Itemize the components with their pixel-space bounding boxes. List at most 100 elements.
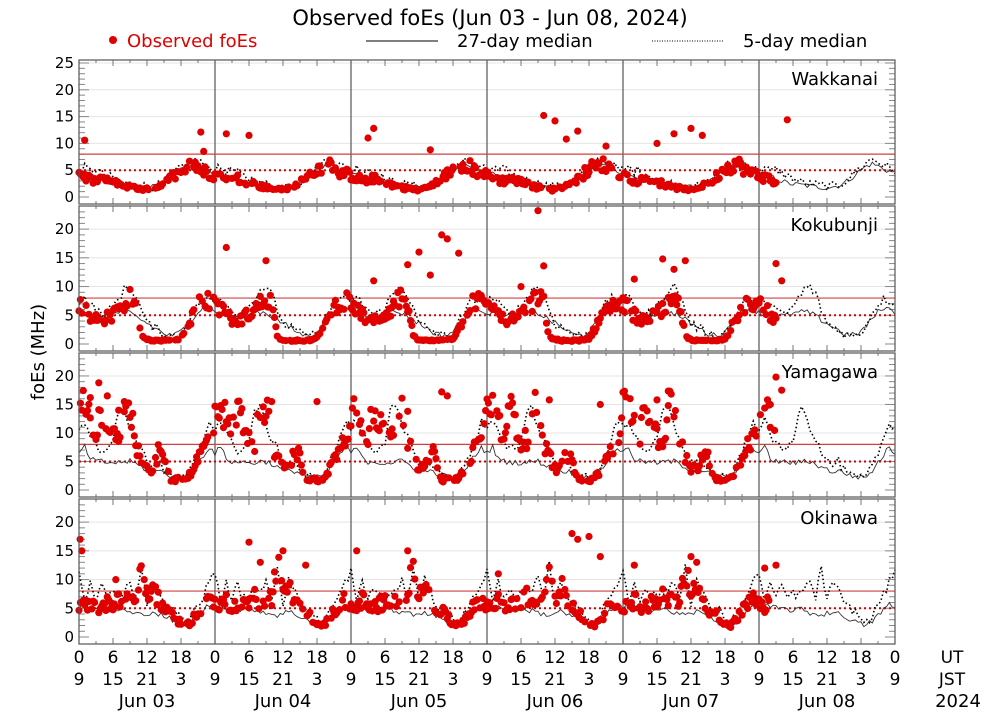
observed-point xyxy=(513,595,521,603)
observed-point xyxy=(224,420,232,428)
observed-point xyxy=(661,434,670,442)
x-tick-jst: 15 xyxy=(102,670,124,690)
observed-point xyxy=(772,260,780,268)
observed-point xyxy=(473,596,481,604)
observed-point xyxy=(687,553,695,561)
observed-point xyxy=(91,598,99,607)
x-tick-jst: 21 xyxy=(272,670,294,690)
observed-point xyxy=(541,588,549,596)
y-tick-label: 5 xyxy=(64,599,74,617)
observed-point xyxy=(643,407,651,415)
x-tick-jst: 3 xyxy=(312,670,323,690)
observed-point xyxy=(609,450,617,458)
x-tick-ut: 12 xyxy=(136,648,158,668)
observed-point xyxy=(632,591,640,599)
observed-point xyxy=(202,168,211,176)
observed-point xyxy=(561,449,569,457)
observed-point xyxy=(762,311,770,319)
observed-point xyxy=(317,169,325,177)
observed-point xyxy=(261,297,269,305)
observed-point xyxy=(348,404,356,412)
x-tick-jst: 9 xyxy=(346,670,357,690)
observed-point xyxy=(262,257,270,265)
observed-point xyxy=(229,413,237,421)
observed-point xyxy=(616,430,624,438)
observed-point xyxy=(734,617,742,625)
observed-point xyxy=(265,407,273,415)
observed-point xyxy=(729,167,738,175)
station-label: Yamagawa xyxy=(781,362,878,383)
observed-point xyxy=(470,606,478,614)
observed-point xyxy=(204,289,212,297)
observed-point xyxy=(542,440,551,448)
observed-point xyxy=(251,447,259,456)
observed-point xyxy=(762,606,770,614)
x-tick-ut: 12 xyxy=(544,648,566,668)
x-tick-ut: 18 xyxy=(714,648,736,668)
observed-point xyxy=(653,308,661,316)
observed-point xyxy=(194,458,202,466)
year-label: 2024 xyxy=(935,691,981,712)
panel-frame xyxy=(78,498,896,645)
observed-point xyxy=(620,608,629,616)
y-tick-label: 5 xyxy=(64,306,74,324)
observed-point xyxy=(350,395,358,403)
observed-point xyxy=(763,302,772,310)
observed-point xyxy=(630,561,638,569)
observed-point xyxy=(286,579,294,587)
observed-point xyxy=(622,597,630,606)
observed-point xyxy=(521,426,529,434)
day-label: Jun 05 xyxy=(390,691,448,712)
observed-point xyxy=(477,434,485,442)
observed-point xyxy=(663,416,671,424)
x-tick-ut: 18 xyxy=(170,648,192,668)
observed-point xyxy=(412,455,420,463)
observed-point xyxy=(256,292,264,300)
observed-point xyxy=(222,130,230,138)
observed-point xyxy=(85,310,93,318)
observed-point xyxy=(283,588,291,596)
observed-point xyxy=(278,577,286,585)
observed-point xyxy=(234,171,242,179)
observed-point xyxy=(741,309,749,317)
observed-point xyxy=(737,303,745,311)
observed-point xyxy=(487,411,495,419)
observed-point xyxy=(547,450,555,458)
observed-point xyxy=(415,248,423,256)
observed-point xyxy=(248,312,256,320)
observed-point xyxy=(629,417,637,425)
x-tick-jst: 15 xyxy=(782,670,804,690)
observed-point xyxy=(245,538,253,546)
observed-point xyxy=(338,596,347,604)
observed-point xyxy=(76,399,84,407)
observed-point xyxy=(620,387,629,395)
observed-point xyxy=(712,607,721,615)
observed-point xyxy=(116,603,124,611)
observed-point xyxy=(653,396,661,404)
observed-point xyxy=(746,446,755,454)
observed-point xyxy=(183,163,191,171)
x-tick-jst: 9 xyxy=(210,670,221,690)
observed-point xyxy=(489,391,497,399)
day-label: Jun 03 xyxy=(118,691,176,712)
observed-point xyxy=(287,461,296,469)
observed-point xyxy=(293,182,301,190)
observed-point xyxy=(443,392,451,400)
observed-point xyxy=(653,139,661,147)
day-label: Jun 06 xyxy=(526,691,584,712)
x-row-label-jst: JST xyxy=(938,670,966,690)
observed-point xyxy=(596,553,604,561)
observed-point xyxy=(231,597,239,605)
legend: Observed foEs 27-day median 5-day median xyxy=(109,31,867,52)
observed-point xyxy=(306,608,314,616)
observed-point xyxy=(79,387,87,395)
observed-point xyxy=(527,295,535,303)
observed-point xyxy=(715,174,723,182)
observed-point xyxy=(581,618,589,626)
observed-point xyxy=(120,398,128,406)
observed-point xyxy=(684,566,692,575)
observed-point xyxy=(432,455,440,463)
observed-point xyxy=(558,574,566,583)
observed-point xyxy=(595,472,603,480)
observed-point xyxy=(108,317,116,325)
